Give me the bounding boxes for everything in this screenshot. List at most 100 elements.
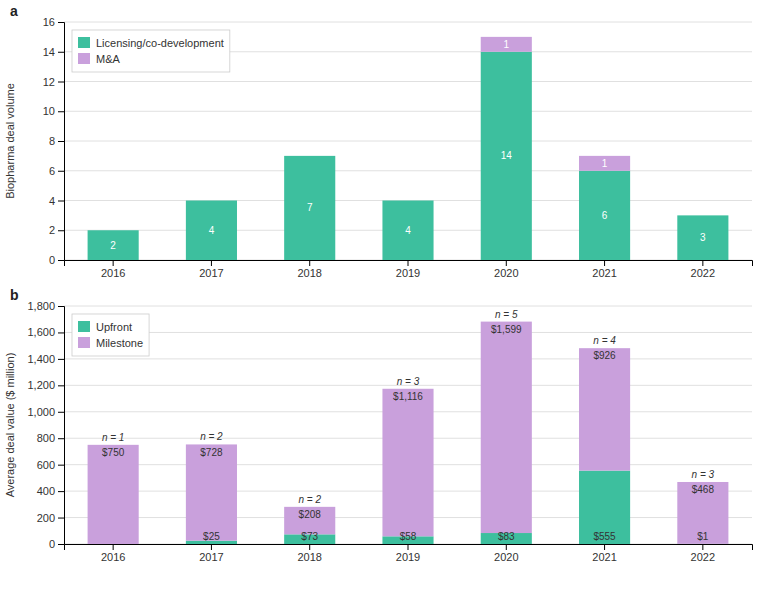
tick: 1,000	[27, 406, 64, 418]
tick-label: 1,200	[27, 379, 55, 391]
data-label: $1,116	[393, 391, 423, 402]
tick-label: 1,400	[27, 353, 55, 365]
data-label: $555	[593, 531, 616, 542]
axis-title: Biopharma deal volume	[4, 83, 16, 199]
data-label: 2	[110, 240, 116, 251]
bar	[579, 471, 630, 544]
axis-line	[58, 23, 65, 261]
tick: 200	[37, 512, 64, 524]
tick-label: 2021	[592, 551, 616, 563]
series	[186, 471, 729, 544]
bar	[677, 215, 728, 260]
data-label: 3	[700, 232, 706, 243]
tick-label: 12	[43, 76, 55, 88]
annotation: n = 5	[495, 309, 518, 320]
legend-swatch	[78, 37, 90, 48]
bar	[88, 230, 139, 260]
data-label: $750	[102, 447, 125, 458]
data-labels: $25$73$58$83$555$1$750$728$208$1,116$1,5…	[102, 309, 715, 542]
series	[481, 37, 630, 171]
data-label: $73	[301, 531, 318, 542]
tick: 12	[43, 76, 64, 88]
tick-label: 0	[49, 538, 55, 550]
tick-mark	[58, 141, 64, 142]
y-axis: 0246810121416	[43, 16, 65, 266]
tick-mark	[506, 260, 507, 266]
tick-label: 2021	[592, 267, 616, 279]
axis-line	[58, 307, 65, 545]
tick-mark	[309, 544, 310, 550]
grid-line	[64, 170, 752, 171]
data-label: 1	[504, 39, 510, 50]
tick: 16	[43, 16, 64, 28]
bar	[382, 389, 433, 537]
data-label: $58	[400, 531, 417, 542]
tick-mark	[58, 22, 64, 23]
tick-label: 10	[43, 105, 55, 117]
tick: 2019	[396, 260, 420, 279]
data-label: 7	[307, 202, 313, 213]
tick: 4	[49, 195, 64, 207]
tick-label: 2020	[494, 551, 518, 563]
data-label: 6	[602, 210, 608, 221]
tick-mark	[58, 438, 64, 439]
legend-swatch	[78, 321, 90, 332]
tick-label: 600	[37, 459, 55, 471]
bar	[284, 155, 335, 156]
tick-mark	[58, 544, 64, 545]
tick: 2019	[396, 544, 420, 563]
series	[88, 322, 729, 544]
data-label: $926	[593, 350, 616, 361]
grid	[64, 22, 752, 260]
tick: 14	[43, 46, 64, 58]
grid-line	[64, 111, 752, 112]
data-label: $728	[200, 447, 223, 458]
tick-label: 2020	[494, 267, 518, 279]
tick-label: 2	[49, 224, 55, 236]
legend-item: Licensing/co-development	[78, 37, 224, 49]
tick-mark	[604, 260, 605, 266]
tick-mark	[58, 306, 64, 307]
tick-label: 4	[49, 195, 55, 207]
tick-label: 2022	[691, 267, 715, 279]
series	[88, 52, 729, 260]
legend-item: Upfront	[78, 321, 132, 333]
tick-label: 2016	[101, 551, 125, 563]
data-label: 1	[602, 158, 608, 169]
annotation: n = 3	[692, 469, 715, 480]
tick-label: 200	[37, 512, 55, 524]
tick-mark	[58, 52, 64, 53]
tick-mark	[58, 465, 64, 466]
grid-line	[64, 81, 752, 82]
data-label: 4	[209, 225, 215, 236]
bar	[481, 37, 532, 52]
grid-line	[64, 22, 752, 23]
bar	[677, 215, 728, 216]
tick: 2021	[592, 260, 616, 279]
bar	[579, 156, 630, 171]
tick-mark	[211, 260, 212, 266]
tick-mark	[58, 332, 64, 333]
annotation: n = 2	[200, 431, 223, 442]
legend-frame	[72, 30, 230, 72]
tick-mark	[58, 260, 64, 261]
bar	[579, 348, 630, 470]
tick-mark	[211, 544, 212, 550]
tick-mark	[58, 201, 64, 202]
tick: 600	[37, 459, 64, 471]
tick-mark	[113, 260, 114, 266]
bar	[579, 171, 630, 260]
tick-label: 2022	[691, 551, 715, 563]
tick: 2016	[101, 544, 125, 563]
tick: 2020	[494, 544, 518, 563]
bar	[481, 322, 532, 533]
panel-label: b	[10, 287, 19, 303]
annotation: n = 4	[593, 335, 616, 346]
tick-mark	[702, 544, 703, 550]
legend-label: Upfront	[96, 321, 132, 333]
tick-mark	[58, 359, 64, 360]
axis-line	[65, 545, 753, 551]
tick-label: 6	[49, 165, 55, 177]
tick-label: 2016	[101, 267, 125, 279]
tick-mark	[58, 491, 64, 492]
